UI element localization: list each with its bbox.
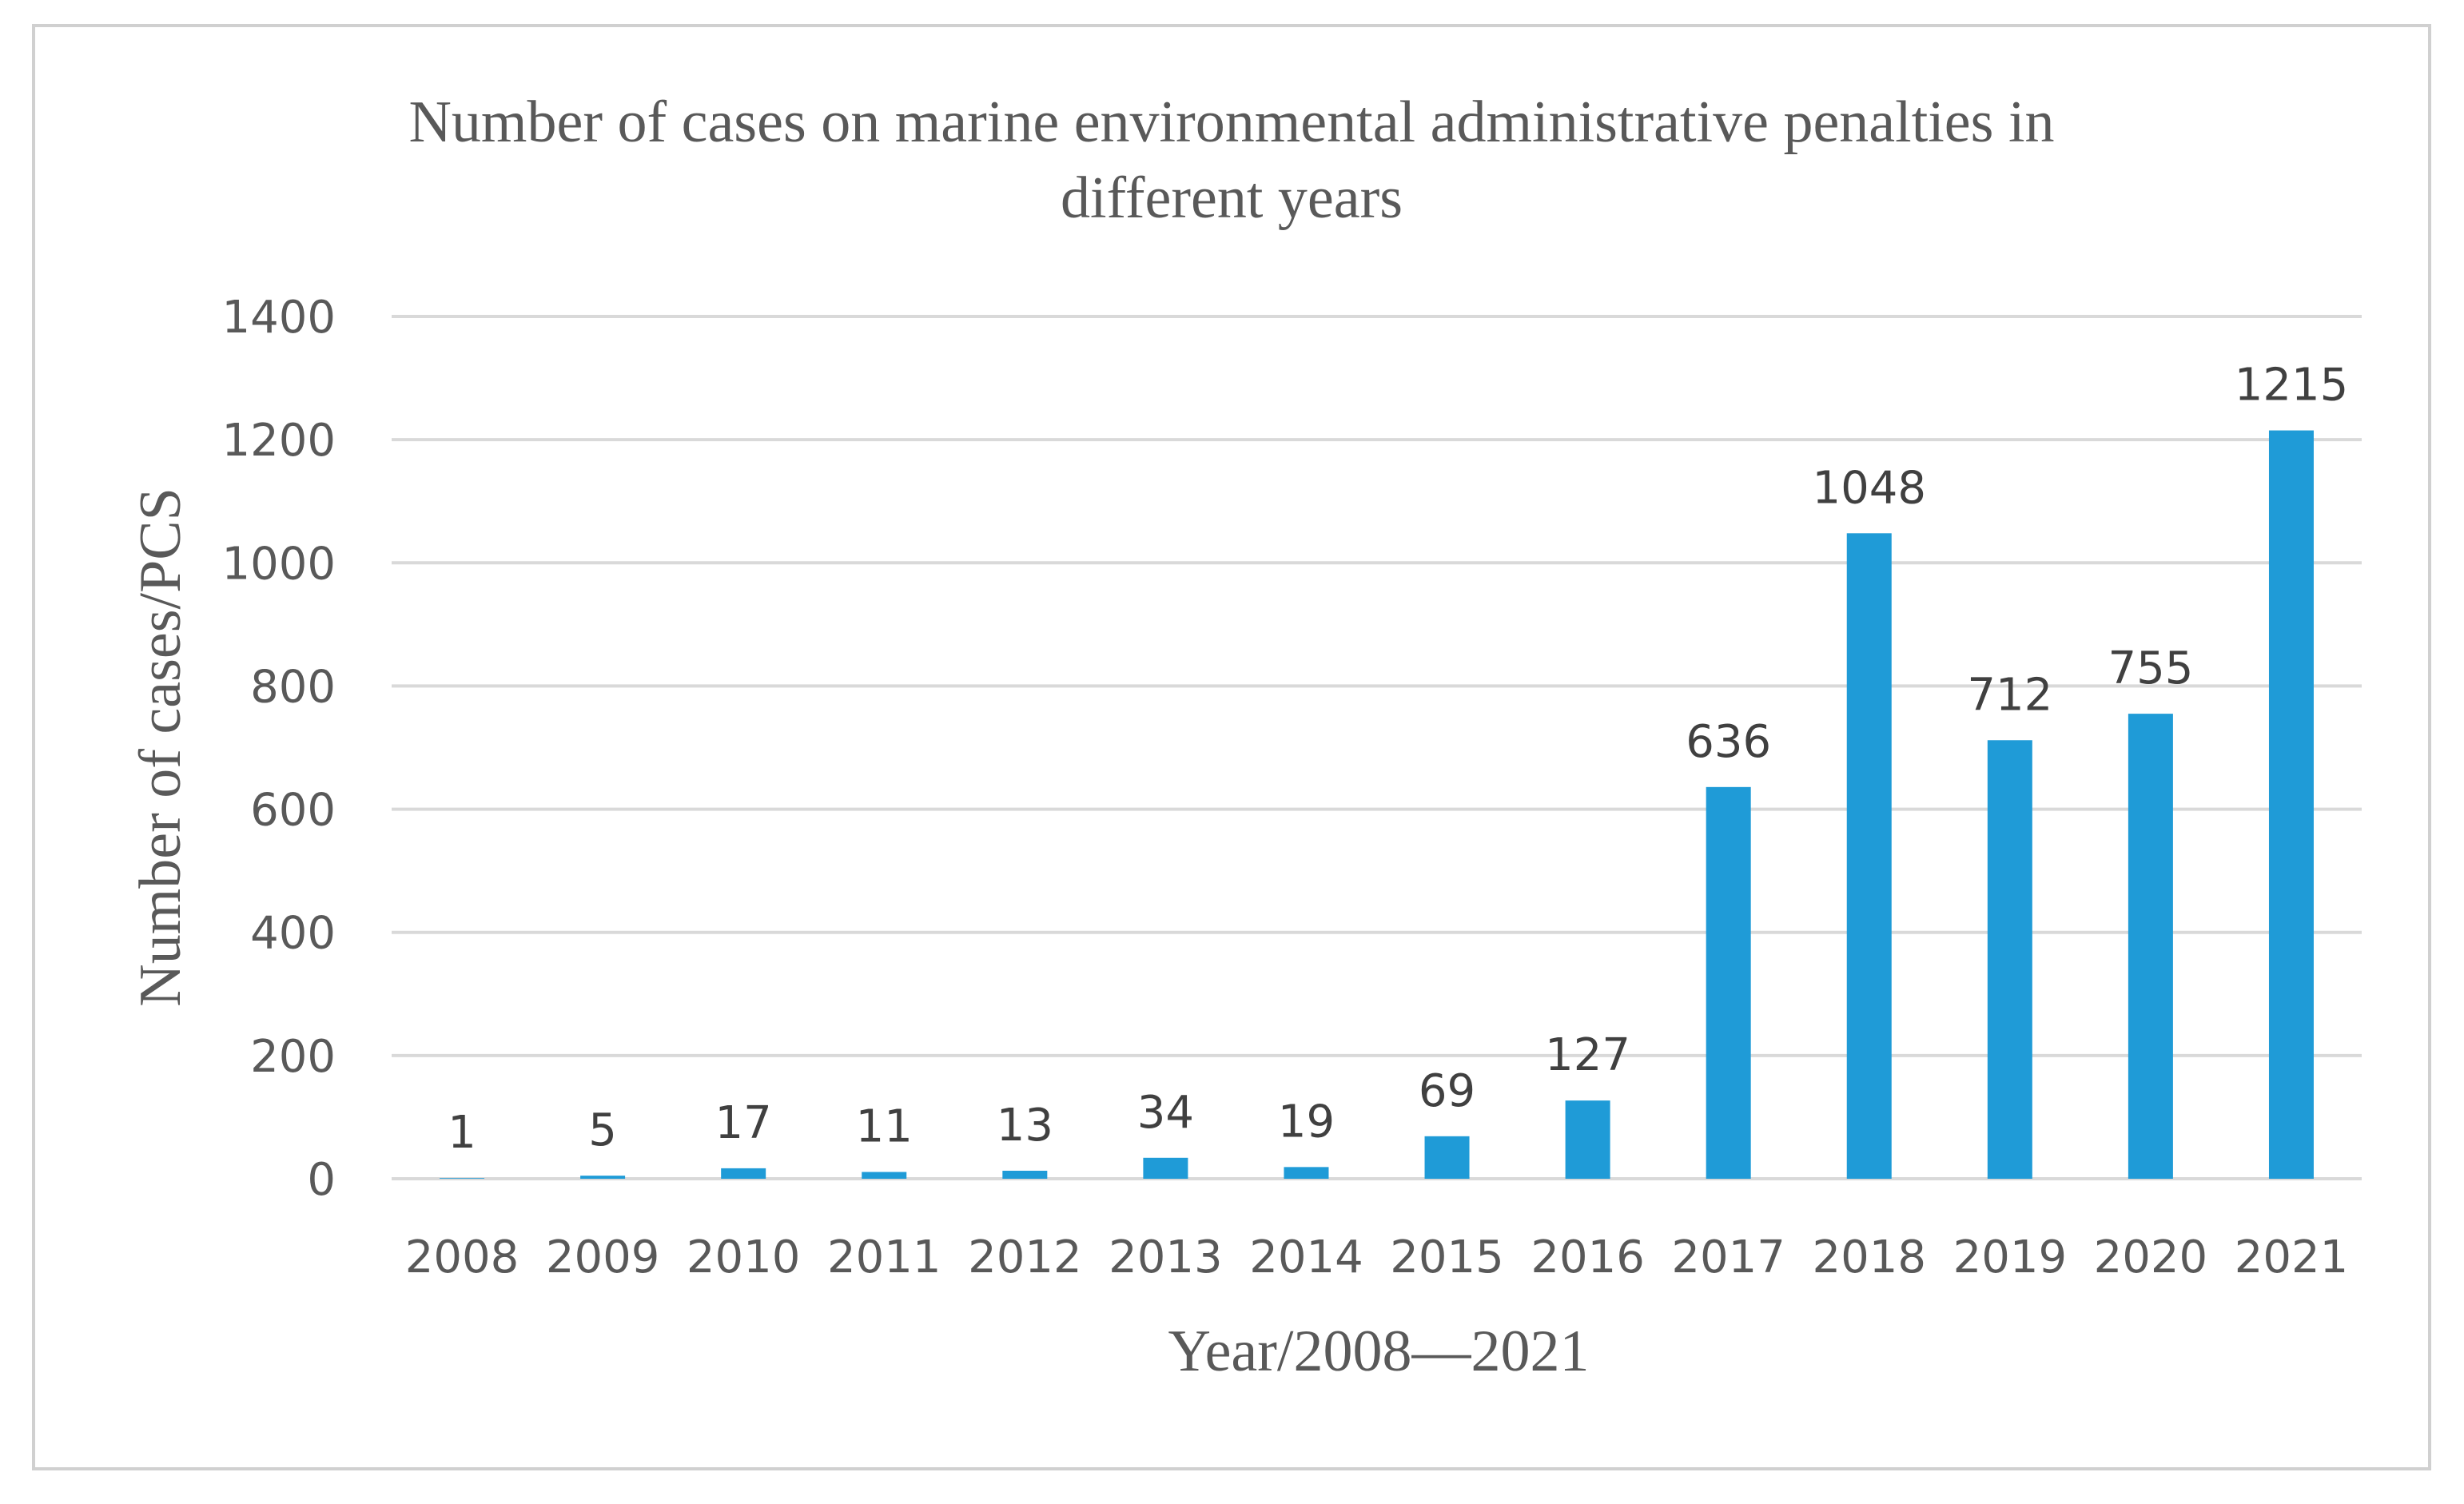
x-tick-label-2017: 2017 [1671, 1231, 1785, 1283]
y-tick-label: 800 [250, 661, 336, 713]
chart-title-line-1: Number of cases on marine environmental … [408, 90, 2054, 155]
data-label-2019: 712 [1967, 669, 2052, 721]
bar-2009 [580, 1176, 626, 1179]
x-tick-label-2013: 2013 [1109, 1231, 1223, 1283]
data-label-2008: 1 [448, 1107, 476, 1159]
x-tick-label-2019: 2019 [1953, 1231, 2068, 1283]
bar-2011 [862, 1172, 907, 1179]
x-axis-title: Year/2008—2021 [1168, 1319, 1590, 1384]
y-tick-label: 1000 [221, 538, 336, 590]
bar-2014 [1284, 1167, 1329, 1179]
x-tick-label-2012: 2012 [968, 1231, 1082, 1283]
chart-frame [32, 24, 2431, 1470]
y-axis-ticks: 0 200 400 600 800 1000 1200 1400 [221, 292, 336, 1206]
data-label-2018: 1048 [1812, 462, 1926, 514]
data-label-2011: 11 [856, 1101, 913, 1153]
bar-2020 [2128, 714, 2173, 1179]
y-tick-label: 1200 [221, 415, 336, 467]
bar-2019 [1987, 740, 2032, 1179]
x-tick-label-2009: 2009 [546, 1231, 660, 1283]
bar-2013 [1143, 1157, 1188, 1179]
y-tick-label: 200 [250, 1031, 336, 1083]
data-label-2009: 5 [588, 1104, 617, 1156]
y-tick-label: 0 [307, 1154, 336, 1206]
data-label-2015: 69 [1419, 1065, 1475, 1117]
bar-2016 [1565, 1100, 1610, 1179]
bar-2012 [1002, 1170, 1048, 1179]
x-tick-label-2021: 2021 [2235, 1231, 2349, 1283]
data-label-2010: 17 [715, 1097, 772, 1149]
data-label-2016: 127 [1545, 1029, 1630, 1081]
bar-2018 [1846, 533, 1892, 1179]
data-label-2012: 13 [997, 1100, 1053, 1152]
x-tick-label-2008: 2008 [405, 1231, 519, 1283]
x-tick-label-2010: 2010 [687, 1231, 801, 1283]
y-tick-label: 400 [250, 908, 336, 960]
x-tick-label-2018: 2018 [1812, 1231, 1926, 1283]
y-tick-label: 1400 [221, 292, 336, 344]
bar-2021 [2268, 430, 2314, 1179]
data-label-2014: 19 [1278, 1096, 1335, 1148]
x-tick-label-2015: 2015 [1390, 1231, 1504, 1283]
gridlines [392, 315, 2362, 1180]
bar-2010 [721, 1168, 766, 1179]
bar-2015 [1424, 1136, 1470, 1179]
y-axis-title: Number of cases/PCS [128, 487, 193, 1007]
x-tick-label-2020: 2020 [2094, 1231, 2208, 1283]
data-label-2013: 34 [1137, 1087, 1194, 1139]
chart-title-line-2: different years [1061, 165, 1403, 231]
x-tick-label-2011: 2011 [827, 1231, 941, 1283]
data-labels: 1 5 17 11 13 34 19 69 127 636 1048 712 755 1215 [448, 360, 2348, 1160]
bar-2017 [1706, 786, 1751, 1179]
bar-2008 [440, 1178, 485, 1179]
x-tick-label-2014: 2014 [1249, 1231, 1363, 1283]
bars [440, 430, 2314, 1179]
y-tick-label: 600 [250, 785, 336, 837]
x-tick-label-2016: 2016 [1531, 1231, 1645, 1283]
x-axis-ticks: 2008 2009 2010 2011 2012 2013 2014 2015 2016 2017… [405, 1231, 2348, 1283]
data-label-2021: 1215 [2235, 360, 2349, 412]
data-label-2017: 636 [1686, 716, 1771, 768]
data-label-2020: 755 [2108, 643, 2193, 694]
